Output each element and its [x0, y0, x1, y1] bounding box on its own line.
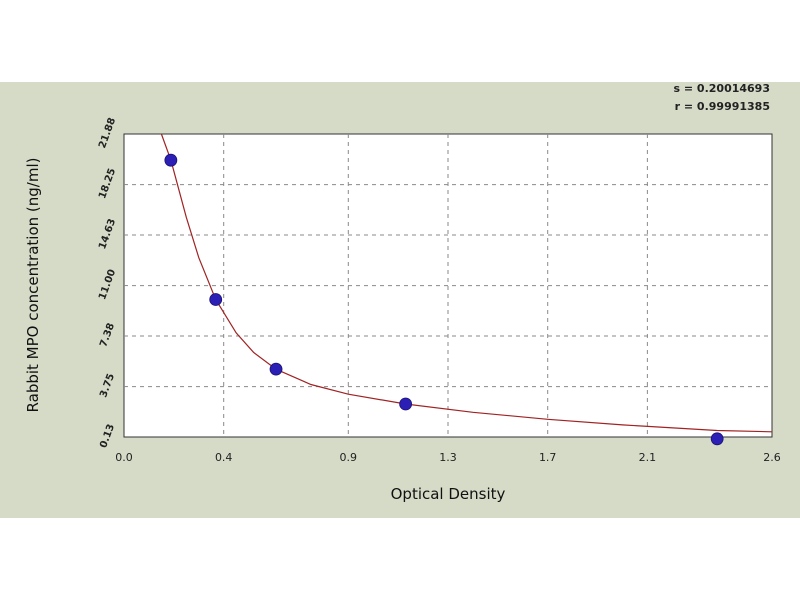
x-tick-label: 2.1 — [639, 451, 657, 464]
y-tick-label: 14.63 — [97, 217, 118, 251]
y-tick-label: 3.75 — [98, 372, 117, 399]
x-axis-label: Optical Density — [391, 485, 506, 503]
y-tick-label: 21.88 — [97, 116, 118, 150]
data-point — [269, 362, 283, 376]
data-point — [209, 293, 223, 306]
x-tick-label: 2.6 — [763, 451, 781, 464]
fit-stat-r: r = 0.99991385 — [674, 100, 770, 113]
x-tick-label: 1.3 — [439, 451, 457, 464]
x-tick-label: 0.4 — [215, 451, 233, 464]
fit-stat-s: s = 0.20014693 — [673, 82, 771, 95]
y-tick-label: 0.13 — [98, 423, 117, 450]
y-tick-label: 7.38 — [98, 322, 117, 349]
y-axis-label: Rabbit MPO concentration (ng/ml) — [24, 158, 42, 413]
chart-figure: 0.13 3.75 7.38 11.00 14.63 18.25 21.88 0.0 0.4 0… — [0, 82, 800, 518]
data-point — [710, 432, 724, 446]
x-tick-label: 0.9 — [340, 451, 358, 464]
y-tick-labels: 0.13 3.75 7.38 11.00 14.63 18.25 21.88 — [97, 116, 118, 449]
x-tick-labels: 0.0 0.4 0.9 1.3 1.7 2.1 2.6 — [115, 451, 781, 464]
data-point — [399, 397, 413, 411]
data-points — [164, 153, 724, 446]
x-tick-label: 0.0 — [115, 451, 133, 464]
fit-curve — [160, 133, 773, 433]
y-tick-label: 18.25 — [97, 167, 118, 201]
data-point — [164, 153, 178, 167]
grid-lines — [124, 134, 772, 437]
x-tick-label: 1.7 — [539, 451, 557, 464]
y-tick-label: 11.00 — [97, 268, 118, 302]
